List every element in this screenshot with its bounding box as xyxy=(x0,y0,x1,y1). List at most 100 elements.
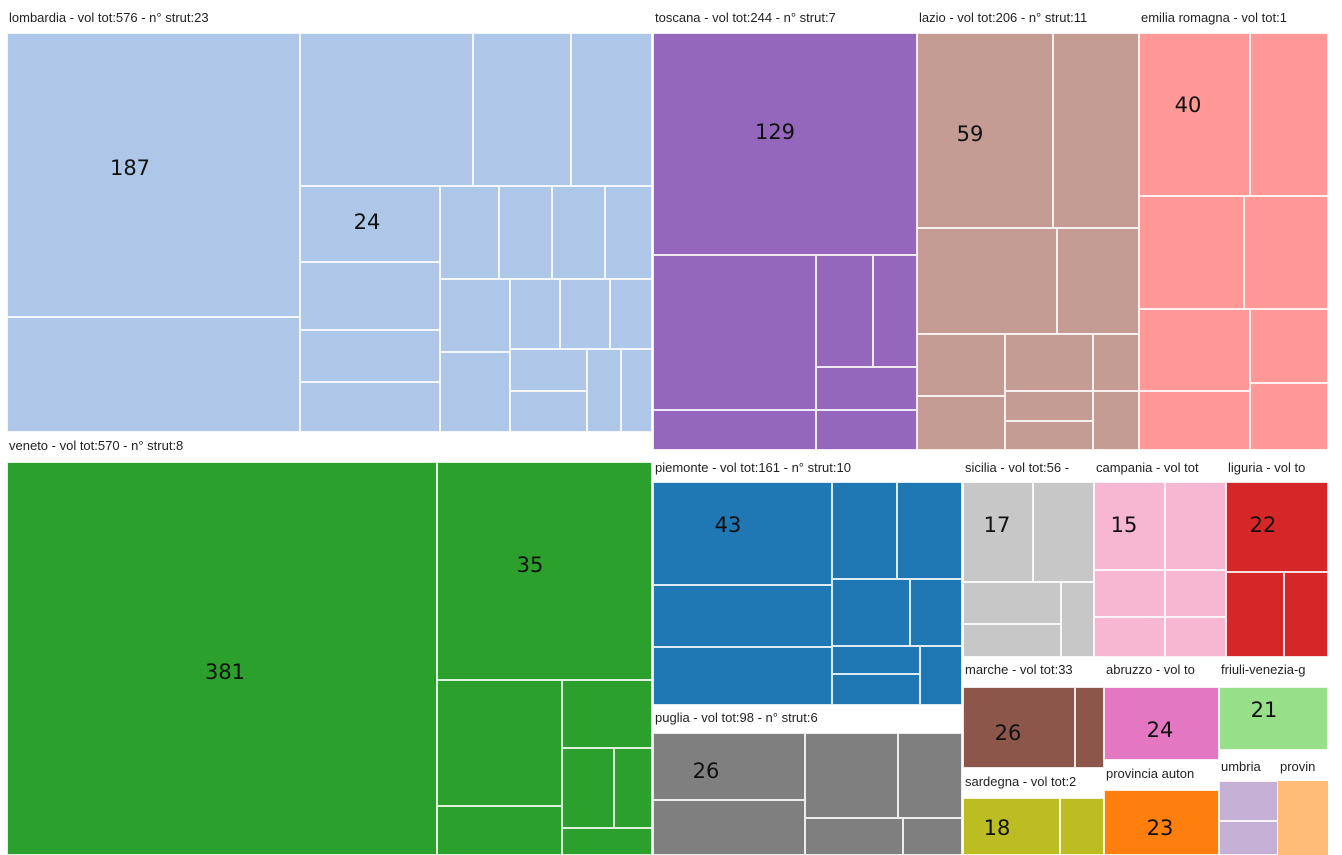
cell xyxy=(1093,391,1139,450)
group-area xyxy=(1219,687,1328,750)
group-area xyxy=(1104,790,1219,855)
cell xyxy=(1284,572,1328,657)
leaf-label: 22 xyxy=(1249,513,1277,537)
cell xyxy=(437,806,562,855)
group-header: lazio - vol tot:206 - n° strut:11 xyxy=(917,8,1139,30)
cell xyxy=(963,582,1061,624)
cell xyxy=(1094,617,1165,657)
cell xyxy=(832,482,897,579)
leaf-label: 381 xyxy=(204,660,246,684)
cell xyxy=(1057,228,1139,334)
cell xyxy=(917,228,1057,334)
leaf-cell xyxy=(653,33,917,255)
leaf-label: 17 xyxy=(983,513,1011,537)
cell xyxy=(1005,391,1093,421)
cell xyxy=(587,349,621,432)
group-header: veneto - vol tot:570 - n° strut:8 xyxy=(7,436,652,458)
cell xyxy=(1226,572,1284,657)
group-area xyxy=(653,733,962,855)
cell xyxy=(816,410,917,450)
cell xyxy=(610,279,652,349)
cell xyxy=(832,579,910,646)
cell xyxy=(1005,421,1093,450)
cell xyxy=(621,349,652,432)
leaf-label: 26 xyxy=(692,759,720,783)
group-header: campania - vol tot xyxy=(1094,458,1226,480)
cell xyxy=(898,733,962,818)
cell xyxy=(1005,334,1093,391)
group-area xyxy=(1219,781,1278,855)
cell xyxy=(300,330,440,382)
group-area xyxy=(917,33,1139,450)
leaf-cell xyxy=(437,462,652,680)
leaf-cell xyxy=(917,33,1053,228)
group-header: toscana - vol tot:244 - n° strut:7 xyxy=(653,8,917,30)
cell xyxy=(1250,33,1328,196)
cell xyxy=(1244,196,1328,309)
leaf-label: 59 xyxy=(956,122,984,146)
cell xyxy=(300,382,440,432)
leaf-label: 24 xyxy=(353,210,381,234)
cell xyxy=(873,255,917,367)
leaf-cell xyxy=(7,33,300,317)
cell xyxy=(562,748,614,828)
leaf-cell xyxy=(963,482,1033,582)
leaf-label: 187 xyxy=(109,156,151,180)
group-header: sardegna - vol tot:2 xyxy=(963,772,1104,794)
leaf-cell xyxy=(1226,482,1328,572)
group-area xyxy=(1278,781,1328,855)
leaf-cell xyxy=(300,186,440,262)
cell xyxy=(917,334,1005,396)
cell xyxy=(440,186,499,279)
group-area xyxy=(653,33,917,450)
cell xyxy=(473,33,571,186)
group-area xyxy=(963,482,1094,657)
leaf-label: 43 xyxy=(714,513,742,537)
group-area xyxy=(7,33,652,432)
cell xyxy=(653,647,832,705)
cell xyxy=(300,262,440,330)
cell xyxy=(571,33,652,186)
group-header: lombardia - vol tot:576 - n° strut:23 xyxy=(7,8,652,30)
leaf-cell xyxy=(963,798,1060,855)
leaf-cell xyxy=(653,733,805,800)
cell xyxy=(1250,383,1328,450)
group-header: liguria - vol to xyxy=(1226,458,1328,480)
cell xyxy=(816,367,917,410)
cell xyxy=(920,646,962,705)
group-area xyxy=(963,798,1104,855)
cell xyxy=(1053,33,1139,228)
group-area xyxy=(1104,687,1219,760)
cell xyxy=(605,186,652,279)
cell xyxy=(7,317,300,432)
group-header: emilia romagna - vol tot:1 xyxy=(1139,8,1328,30)
cell xyxy=(1139,309,1250,391)
cell xyxy=(897,482,962,579)
group-header: abruzzo - vol to xyxy=(1104,660,1219,682)
cell xyxy=(1219,821,1278,855)
leaf-label: 35 xyxy=(516,553,544,577)
leaf-label: 24 xyxy=(1146,718,1174,742)
group-header: puglia - vol tot:98 - n° strut:6 xyxy=(653,708,962,730)
cell xyxy=(552,186,605,279)
leaf-label: 23 xyxy=(1146,816,1174,840)
cell xyxy=(1139,391,1250,450)
cell xyxy=(832,674,920,705)
group-area xyxy=(7,462,652,855)
cell xyxy=(560,279,610,349)
cell xyxy=(1219,781,1278,821)
leaf-cell xyxy=(963,687,1075,768)
leaf-cell xyxy=(1094,482,1165,570)
cell xyxy=(437,680,562,806)
cell xyxy=(653,585,832,647)
cell xyxy=(963,624,1061,657)
cell xyxy=(1165,570,1226,617)
group-header: provincia auton xyxy=(1104,764,1219,786)
leaf-label: 129 xyxy=(754,120,796,144)
cell xyxy=(653,800,805,855)
cell xyxy=(917,396,1005,450)
leaf-cell xyxy=(1219,687,1328,750)
group-area xyxy=(1226,482,1328,657)
cell xyxy=(816,255,873,367)
